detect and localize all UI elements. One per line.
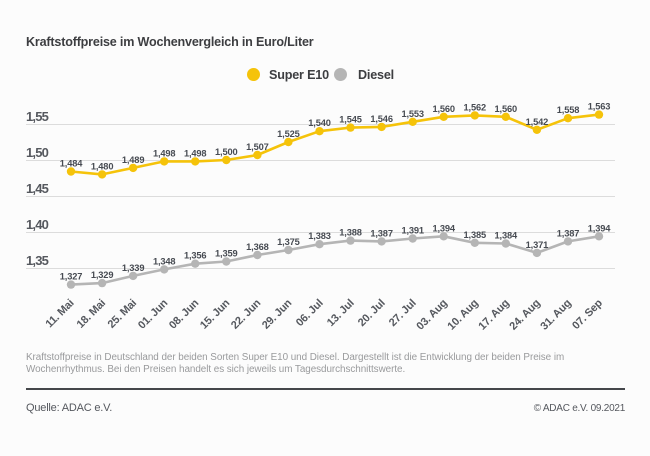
svg-text:1,560: 1,560 [495,104,518,114]
svg-text:1,50: 1,50 [26,145,49,160]
svg-text:1,391: 1,391 [401,226,424,236]
svg-text:1,500: 1,500 [215,147,238,157]
svg-text:1,498: 1,498 [184,148,207,158]
svg-text:1,489: 1,489 [122,155,145,165]
svg-text:1,388: 1,388 [339,228,362,238]
svg-text:1,45: 1,45 [26,181,49,196]
svg-text:1,359: 1,359 [215,249,238,259]
svg-text:1,480: 1,480 [91,161,114,171]
svg-text:1,371: 1,371 [526,240,549,250]
svg-text:1,484: 1,484 [60,159,83,169]
svg-text:1,55: 1,55 [26,109,49,124]
svg-text:1,553: 1,553 [401,109,424,119]
svg-text:1,558: 1,558 [557,105,580,115]
svg-text:1,562: 1,562 [464,102,487,112]
svg-text:1,525: 1,525 [277,129,300,139]
svg-text:1,507: 1,507 [246,142,269,152]
svg-text:1,560: 1,560 [432,104,455,114]
svg-text:1,387: 1,387 [557,228,580,238]
svg-text:1,383: 1,383 [308,231,331,241]
svg-text:1,375: 1,375 [277,237,300,247]
svg-text:1,356: 1,356 [184,251,207,261]
svg-text:1,40: 1,40 [26,217,49,232]
svg-text:1,348: 1,348 [153,256,176,266]
svg-text:1,387: 1,387 [370,228,393,238]
svg-text:1,368: 1,368 [246,242,269,252]
svg-text:1,394: 1,394 [432,223,455,233]
svg-text:1,545: 1,545 [339,115,362,125]
svg-text:1,339: 1,339 [122,263,145,273]
svg-text:1,540: 1,540 [308,118,331,128]
svg-text:1,327: 1,327 [60,272,83,282]
svg-text:1,563: 1,563 [588,102,611,112]
svg-text:1,384: 1,384 [495,231,518,241]
svg-text:1,385: 1,385 [464,230,487,240]
svg-text:1,498: 1,498 [153,148,176,158]
svg-text:1,329: 1,329 [91,270,114,280]
svg-text:1,35: 1,35 [26,253,49,268]
svg-text:1,546: 1,546 [370,114,393,124]
svg-text:1,394: 1,394 [588,223,611,233]
svg-text:1,542: 1,542 [526,117,549,127]
